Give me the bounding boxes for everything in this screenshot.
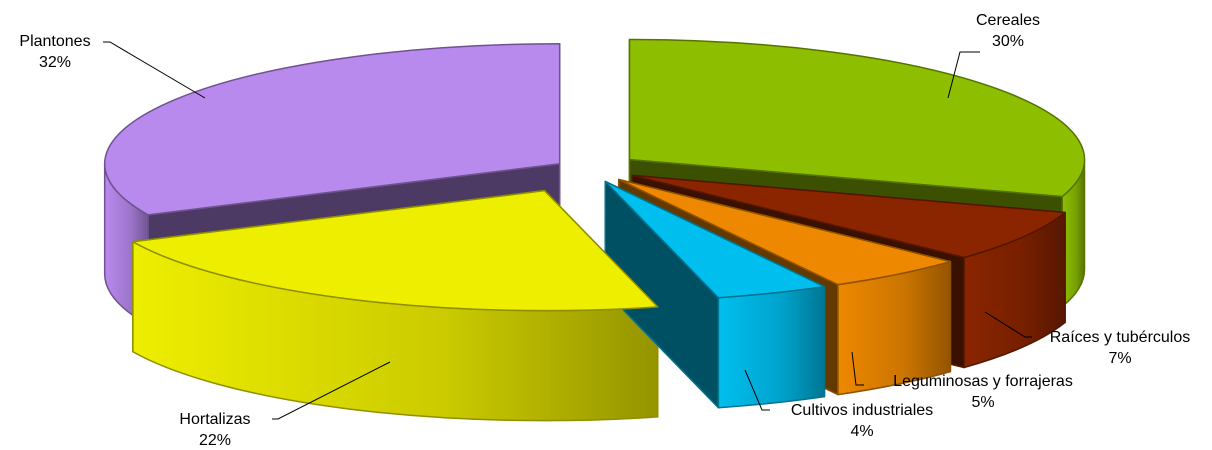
pie-slice-cereales — [628, 38, 1086, 198]
slice-label: Plantones — [19, 33, 90, 50]
label-raices: Raíces y tubérculos 7% — [1050, 329, 1191, 367]
slice-value-label: 30% — [992, 33, 1024, 50]
pie-slice-hortalizas — [132, 189, 659, 312]
pie-slice-cultivos-industriales — [604, 180, 826, 299]
label-hortalizas: Hortalizas 22% — [179, 411, 250, 449]
slice-value-label: 32% — [39, 54, 71, 71]
slice-wall-cultivos-industriales-0 — [717, 285, 826, 409]
leader-line-cereales — [947, 51, 980, 99]
slice-value-label: 7% — [1108, 350, 1131, 367]
slice-label: Leguminosas y forrajeras — [893, 373, 1073, 390]
leader-line-cultivos — [744, 369, 770, 411]
slice-label: Cereales — [976, 12, 1040, 29]
leader-line-raices — [984, 311, 1032, 338]
slice-value-label: 4% — [850, 423, 873, 440]
slice-value-label: 5% — [971, 394, 994, 411]
slice-tops — [103, 38, 1086, 312]
label-cereales: Cereales 30% — [976, 12, 1040, 50]
leader-line-plantones — [103, 41, 206, 99]
leader-lines — [103, 41, 1032, 420]
pie-slice-plantones — [103, 43, 561, 216]
label-leguminosas: Leguminosas y forrajeras 5% — [893, 373, 1073, 411]
slice-value-label: 22% — [199, 432, 231, 449]
pie-slice-leguminosas-y-forrajeras — [617, 178, 952, 286]
pie-slice-raíces-y-tubérculos — [631, 174, 1066, 259]
slice-label: Cultivos industriales — [791, 402, 933, 419]
leader-line-leguminosas — [851, 351, 864, 386]
leader-line-hortalizas — [272, 361, 391, 420]
slice-label: Hortalizas — [179, 411, 250, 428]
label-cultivos: Cultivos industriales 4% — [791, 402, 933, 440]
label-plantones: Plantones 32% — [19, 33, 90, 71]
slice-label: Raíces y tubérculos — [1050, 329, 1191, 346]
